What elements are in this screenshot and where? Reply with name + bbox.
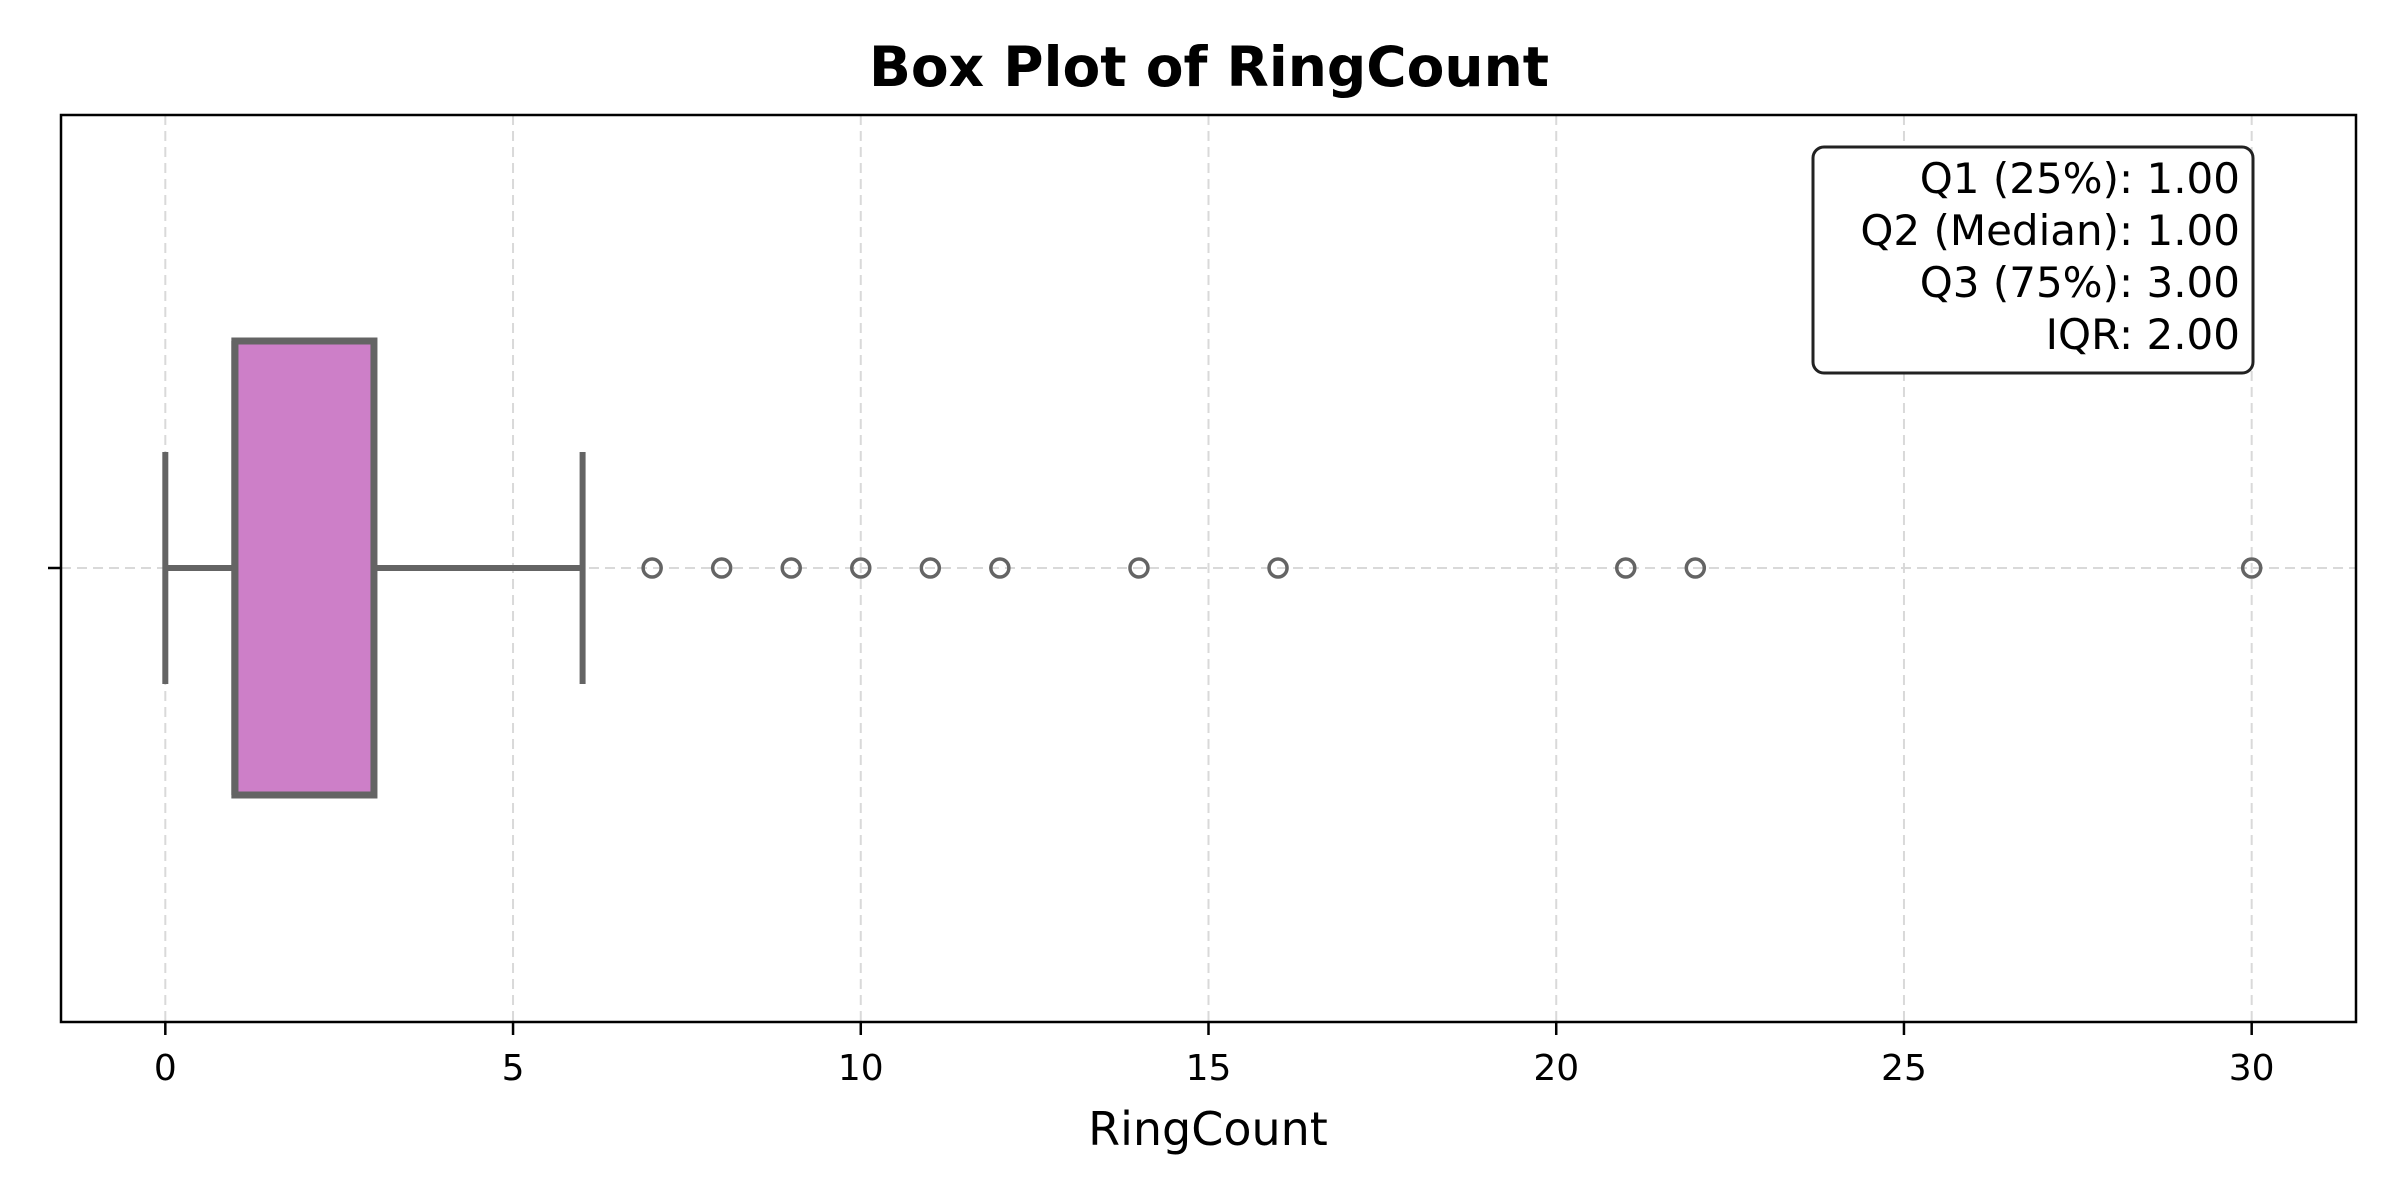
outlier-point	[1615, 557, 1637, 579]
chart-title: Box Plot of RingCount	[869, 35, 1549, 99]
stats-iqr-text: IQR: 2.00	[2046, 310, 2240, 359]
outlier-points	[641, 557, 2263, 579]
x-tick-label: 0	[154, 1048, 177, 1089]
outlier-point	[710, 557, 733, 579]
outlier-point	[780, 557, 802, 579]
x-tick-label: 25	[1881, 1048, 1927, 1089]
stats-q1-text: Q1 (25%): 1.00	[1920, 154, 2240, 203]
x-tick-label: 20	[1533, 1048, 1579, 1089]
x-axis-ticks: 0 5 10 15 20 25 30	[154, 1022, 2275, 1089]
stats-median-text: Q2 (Median): 1.00	[1860, 206, 2240, 255]
x-tick-label: 5	[502, 1048, 525, 1089]
iqr-box	[231, 337, 378, 799]
outlier-point	[850, 557, 872, 579]
box-group	[231, 337, 378, 799]
outlier-point	[1684, 557, 1707, 579]
x-axis-label: RingCount	[1088, 1102, 1328, 1156]
outlier-point	[919, 557, 942, 579]
outlier-point	[641, 557, 663, 579]
stats-q3-text: Q3 (75%): 3.00	[1920, 258, 2240, 307]
stats-box: Q1 (25%): 1.00 Q2 (Median): 1.00 Q3 (75%…	[1811, 145, 2255, 375]
whiskers	[162, 452, 586, 684]
x-tick-label: 10	[838, 1048, 884, 1089]
outlier-point	[1128, 557, 1150, 579]
stats-box-frame	[1811, 145, 2255, 375]
outlier-point	[1267, 557, 1289, 579]
outlier-point	[2240, 557, 2263, 579]
outlier-point	[989, 557, 1011, 579]
x-tick-label: 15	[1186, 1048, 1232, 1089]
x-tick-label: 30	[2229, 1048, 2275, 1089]
